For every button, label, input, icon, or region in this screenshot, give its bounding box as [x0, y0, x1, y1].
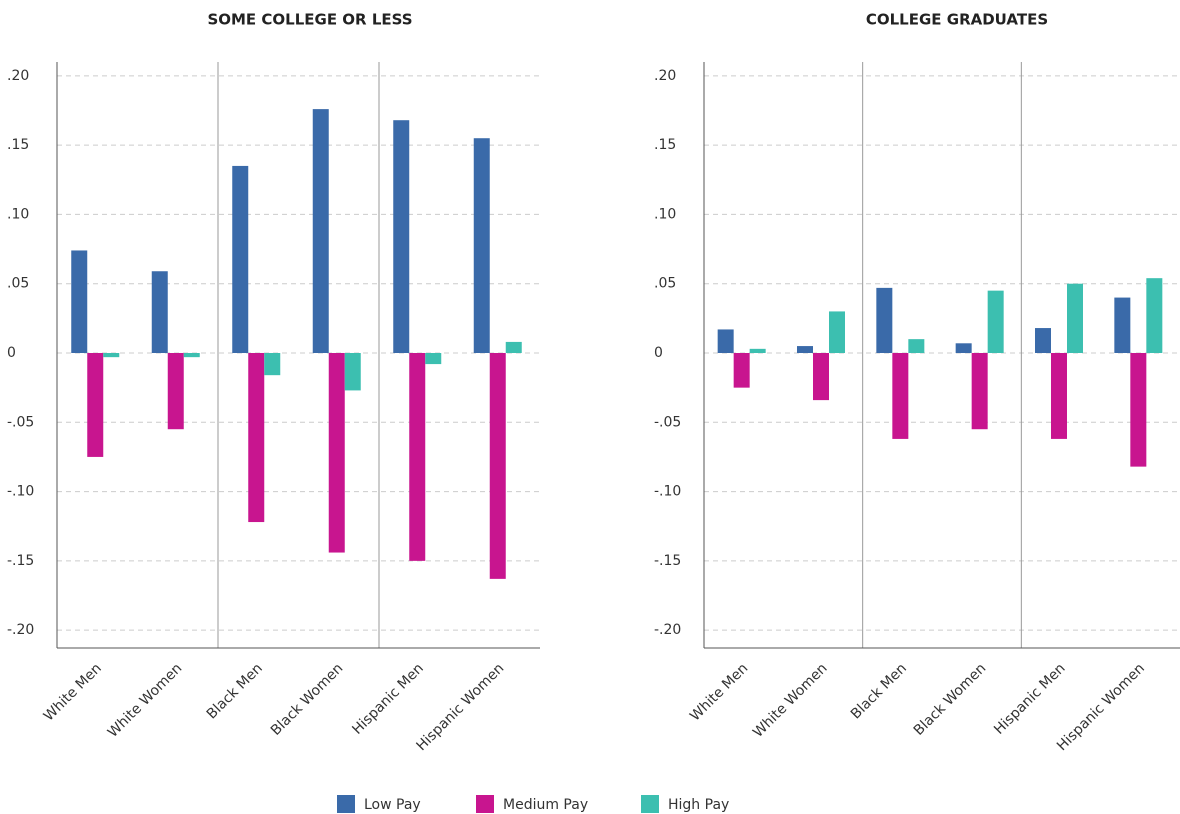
bar — [892, 353, 909, 439]
y-tick-label: 0 — [654, 345, 663, 361]
bar — [1146, 278, 1163, 353]
bar — [393, 120, 410, 353]
y-tick-label: -.20 — [654, 622, 681, 638]
legend-label: Low Pay — [364, 797, 421, 813]
bar — [489, 353, 506, 579]
y-tick-label: -.05 — [7, 414, 34, 430]
bar — [908, 339, 925, 353]
x-tick-label: Hispanic Women — [413, 660, 507, 754]
bar — [248, 353, 265, 523]
x-tick-label: Hispanic Men — [991, 660, 1069, 738]
bar — [717, 329, 734, 353]
bar — [1130, 353, 1147, 467]
bar — [151, 271, 168, 353]
bar — [1067, 283, 1083, 353]
x-tick-label: Black Women — [911, 660, 990, 739]
legend-swatch — [476, 795, 494, 813]
y-tick-label: -.05 — [654, 414, 681, 430]
x-tick-label: Black Women — [268, 660, 347, 739]
bar — [264, 353, 281, 376]
bar — [813, 353, 829, 401]
x-tick-label: White Women — [750, 660, 831, 741]
y-tick-label: -.10 — [7, 484, 34, 500]
x-tick-label: Hispanic Women — [1054, 660, 1148, 754]
y-tick-label: .10 — [654, 206, 676, 222]
bar — [344, 353, 361, 391]
y-tick-label: .10 — [7, 206, 29, 222]
bar — [312, 109, 329, 353]
legend-swatch — [337, 795, 355, 813]
bar — [409, 353, 426, 561]
y-tick-label: .15 — [654, 137, 676, 153]
x-tick-label: Black Men — [204, 660, 266, 722]
bar — [987, 290, 1004, 353]
x-tick-label: Hispanic Men — [349, 660, 427, 738]
bar — [425, 353, 442, 365]
bar — [183, 353, 200, 358]
y-tick-label: -.10 — [654, 484, 681, 500]
legend-label: Medium Pay — [503, 797, 588, 813]
bar — [103, 353, 120, 358]
y-tick-label: -.15 — [7, 553, 34, 569]
bar — [232, 165, 249, 353]
chart-title: SOME COLLEGE OR LESS — [207, 11, 412, 29]
y-tick-label: .05 — [654, 276, 676, 292]
bar — [1051, 353, 1067, 439]
bar — [797, 346, 813, 353]
bar — [87, 353, 104, 457]
bar — [876, 287, 893, 353]
y-tick-label: .20 — [7, 68, 29, 84]
x-tick-label: White Women — [105, 660, 186, 741]
bar — [1114, 297, 1131, 353]
bar — [71, 250, 88, 353]
bar — [955, 343, 972, 353]
legend-label: High Pay — [668, 797, 729, 813]
y-tick-label: 0 — [7, 345, 16, 361]
bar — [733, 353, 750, 388]
x-tick-label: White Men — [41, 660, 105, 724]
bar — [328, 353, 345, 553]
x-tick-label: White Men — [687, 660, 751, 724]
bar — [749, 348, 766, 353]
bar — [829, 311, 845, 353]
legend-swatch — [641, 795, 659, 813]
chart-title: COLLEGE GRADUATES — [866, 11, 1048, 29]
y-tick-label: .05 — [7, 276, 29, 292]
bar — [167, 353, 184, 430]
bar — [505, 341, 522, 353]
x-tick-label: Black Men — [848, 660, 910, 722]
y-tick-label: .20 — [654, 68, 676, 84]
bar — [473, 138, 490, 353]
bar — [971, 353, 988, 430]
y-tick-label: -.20 — [7, 622, 34, 638]
y-tick-label: -.15 — [654, 553, 681, 569]
bar — [1035, 328, 1051, 353]
y-tick-label: .15 — [7, 137, 29, 153]
